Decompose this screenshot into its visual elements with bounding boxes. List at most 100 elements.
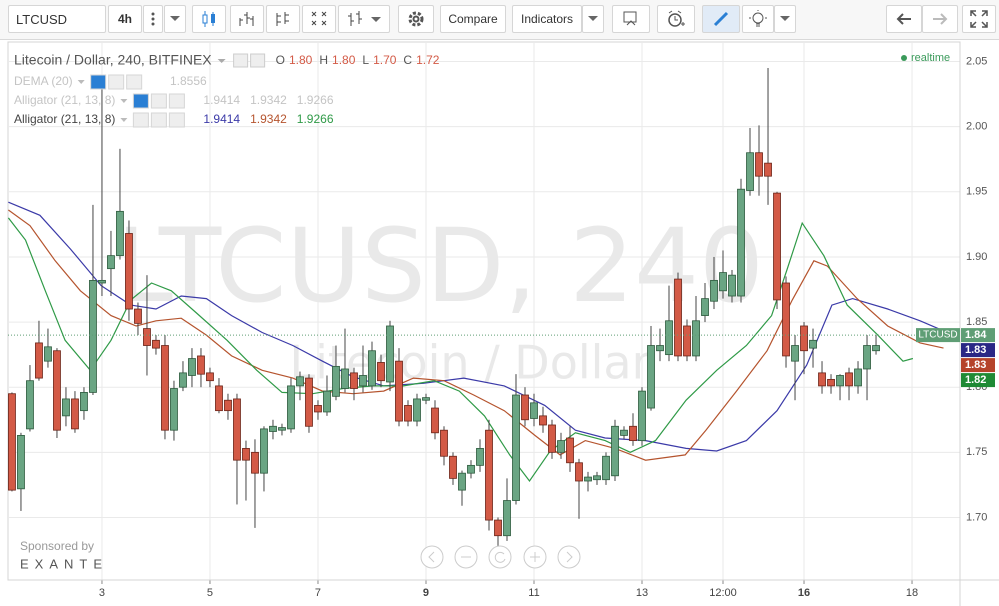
candle-body xyxy=(521,394,529,421)
candle-body xyxy=(35,342,43,379)
candle-body xyxy=(467,464,475,474)
candle-body xyxy=(665,320,673,356)
price-tag-label: 1.83 xyxy=(965,344,986,356)
plot-area xyxy=(7,41,961,581)
sponsor-caption: Sponsored by xyxy=(20,539,94,553)
candle-body xyxy=(827,378,835,387)
candle-body xyxy=(80,392,88,412)
indicator-value: 1.8556 xyxy=(170,74,207,88)
style-icon xyxy=(348,11,381,26)
templates-button[interactable] xyxy=(612,5,650,33)
candle-body xyxy=(251,451,259,474)
candles-button[interactable] xyxy=(192,5,226,33)
candle-body xyxy=(269,425,277,432)
pnf-button[interactable] xyxy=(302,5,336,33)
candle-body xyxy=(647,345,655,409)
candle-body xyxy=(458,472,466,491)
candle-body xyxy=(530,402,538,419)
bars-button[interactable] xyxy=(230,5,264,33)
indicator-icon[interactable] xyxy=(150,112,167,128)
heikin-button[interactable] xyxy=(266,5,300,33)
candle-body xyxy=(764,162,772,177)
draw-button[interactable] xyxy=(702,5,740,33)
candle-body xyxy=(62,398,70,417)
indicator-icon[interactable] xyxy=(168,93,185,109)
legend-icon xyxy=(250,53,266,68)
candle-body xyxy=(674,278,682,357)
redo-button[interactable] xyxy=(922,5,958,33)
candle-body xyxy=(845,372,853,387)
candle-body xyxy=(512,394,520,501)
ideas-button[interactable] xyxy=(742,5,774,33)
legend-icon xyxy=(233,53,249,68)
candle-body xyxy=(728,274,736,297)
candle-body xyxy=(449,455,457,479)
indicator-icon[interactable] xyxy=(90,74,107,90)
indicator-menu[interactable] xyxy=(77,80,85,84)
title-menu[interactable] xyxy=(217,59,226,63)
ideas-dropdown[interactable] xyxy=(774,5,796,33)
compare-button[interactable]: Compare xyxy=(440,5,506,33)
x-tick-label: 11 xyxy=(528,587,539,599)
candle-body xyxy=(224,399,232,412)
candle-body xyxy=(620,429,628,436)
style-dropdown[interactable] xyxy=(338,5,390,33)
candle-body xyxy=(755,152,763,177)
interval-button[interactable]: 4h xyxy=(108,5,142,33)
candle-body xyxy=(125,233,133,310)
y-tick-label: 2.00 xyxy=(966,121,987,133)
indicator-name: Alligator (21, 13, 8) xyxy=(14,112,115,126)
interval-dropdown[interactable] xyxy=(164,5,186,33)
scroll-left[interactable] xyxy=(420,545,444,569)
candle-body xyxy=(503,500,511,537)
indicator-icon[interactable] xyxy=(168,112,185,128)
settings-button[interactable] xyxy=(398,5,434,33)
alert-button[interactable] xyxy=(657,5,695,33)
indicators-button[interactable]: Indicators xyxy=(512,5,582,33)
indicator-icon[interactable] xyxy=(132,93,149,109)
symbol-tag-label: LTCUSD xyxy=(918,330,957,341)
undo-button[interactable] xyxy=(886,5,922,33)
candle-body xyxy=(233,398,241,461)
x-tick-label: 13 xyxy=(636,587,648,599)
ohlc-key: H xyxy=(319,53,328,67)
indicator-icon[interactable] xyxy=(126,74,143,90)
heikin-icon xyxy=(276,12,289,26)
candle-body xyxy=(116,210,124,257)
candle-body xyxy=(314,405,322,413)
candle-body xyxy=(359,375,367,387)
candle-body xyxy=(791,345,799,362)
icon xyxy=(566,551,573,563)
indicator-menu[interactable] xyxy=(120,99,128,103)
candle-body xyxy=(152,339,160,349)
indicator-menu[interactable] xyxy=(120,118,128,122)
candle-body xyxy=(206,372,214,382)
indicator-icon[interactable] xyxy=(150,93,167,109)
arrow-icon xyxy=(780,16,790,21)
candle-body xyxy=(143,328,151,346)
candle-body xyxy=(476,448,484,466)
y-tick-label: 1.70 xyxy=(966,511,987,523)
indicator-icon[interactable] xyxy=(132,112,149,128)
indicator-icon[interactable] xyxy=(108,74,125,90)
redo-icon xyxy=(933,13,948,25)
y-tick-label: 1.75 xyxy=(966,446,987,458)
interval-menu[interactable] xyxy=(143,5,163,33)
sponsor-name[interactable]: EXANTE xyxy=(20,556,108,571)
candle-body xyxy=(161,345,169,431)
candle-body xyxy=(422,397,430,401)
symbol-input[interactable]: LTCUSD xyxy=(8,5,106,33)
candle-body xyxy=(242,448,250,461)
fullscreen-button[interactable] xyxy=(962,5,996,33)
candle-body xyxy=(215,385,223,412)
indicator-value: 1.9342 xyxy=(250,93,287,107)
indicators-dropdown[interactable] xyxy=(582,5,604,33)
indicator-value: 1.9414 xyxy=(203,93,240,107)
candle-body xyxy=(557,440,565,453)
reset[interactable] xyxy=(488,545,512,569)
scroll-right[interactable] xyxy=(557,545,581,569)
candle-body xyxy=(854,368,862,387)
candle-body xyxy=(278,427,286,431)
candle-body xyxy=(341,368,349,389)
y-tick-label: 1.95 xyxy=(966,186,987,198)
